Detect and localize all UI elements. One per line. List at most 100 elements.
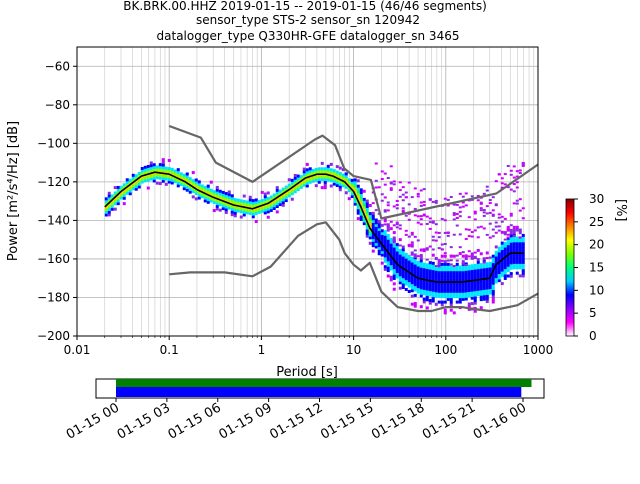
density-cell xyxy=(293,184,297,188)
density-cell xyxy=(440,270,444,274)
density-cell xyxy=(275,202,279,206)
density-cell xyxy=(398,275,402,279)
density-cell xyxy=(320,169,324,173)
density-cell xyxy=(290,181,294,185)
density-cell xyxy=(227,203,231,207)
density-cell xyxy=(404,282,408,286)
density-cell xyxy=(401,264,405,268)
density-cell xyxy=(407,235,411,238)
density-cell xyxy=(116,196,120,200)
density-cell xyxy=(344,185,348,189)
density-cell xyxy=(320,167,324,171)
density-cell xyxy=(296,177,300,181)
density-cell xyxy=(488,288,492,292)
density-cell xyxy=(473,309,477,313)
density-cell xyxy=(200,195,204,199)
density-cell xyxy=(206,200,210,204)
density-cell xyxy=(425,290,429,294)
density-cell xyxy=(428,301,432,305)
x-tick-label: 0.01 xyxy=(64,343,91,357)
density-cell xyxy=(416,285,420,289)
density-cell xyxy=(371,214,375,218)
density-cell xyxy=(185,177,189,181)
density-cell xyxy=(509,263,513,267)
density-cell xyxy=(377,233,381,237)
density-cell xyxy=(419,291,423,295)
density-cell xyxy=(188,177,192,181)
density-cell xyxy=(419,264,423,268)
density-cell xyxy=(503,173,507,176)
density-cell xyxy=(431,261,435,265)
density-cell xyxy=(323,169,327,173)
density-cell xyxy=(416,282,420,286)
density-cell xyxy=(437,284,441,288)
density-cell xyxy=(326,167,330,171)
density-cell xyxy=(356,192,360,196)
density-cell xyxy=(191,171,195,175)
density-cell xyxy=(443,219,447,222)
density-cell xyxy=(404,255,408,259)
density-cell xyxy=(497,262,501,266)
density-cell xyxy=(470,280,474,284)
density-cell xyxy=(518,231,522,235)
density-cell xyxy=(377,221,381,224)
density-cell xyxy=(476,268,480,272)
x-tick-label: 1 xyxy=(258,343,266,357)
density-cell xyxy=(293,187,297,191)
density-cell xyxy=(488,269,492,273)
density-cell xyxy=(200,192,204,196)
density-cell xyxy=(161,158,165,162)
density-cell xyxy=(290,184,294,188)
density-cell xyxy=(248,201,252,205)
density-cell xyxy=(500,241,504,245)
density-cell xyxy=(482,289,486,293)
density-cell xyxy=(269,208,273,212)
density-cell xyxy=(425,295,429,299)
density-cell xyxy=(464,254,468,258)
density-cell xyxy=(413,277,417,281)
density-cell xyxy=(488,272,492,276)
density-cell xyxy=(485,189,489,192)
density-cell xyxy=(197,191,201,195)
density-cell xyxy=(125,191,129,195)
density-cell xyxy=(410,275,414,279)
density-cell xyxy=(464,265,468,269)
density-cell xyxy=(452,203,456,206)
density-cell xyxy=(377,249,381,253)
density-cell xyxy=(479,202,483,205)
density-cell xyxy=(479,292,483,296)
density-cell xyxy=(521,164,525,167)
density-cell xyxy=(413,207,417,210)
density-cell xyxy=(425,247,429,250)
density-cell xyxy=(464,289,468,293)
density-cell xyxy=(467,305,471,309)
density-cell xyxy=(476,260,480,264)
density-cell xyxy=(416,290,420,294)
density-cell xyxy=(389,182,393,185)
density-cell xyxy=(266,204,270,208)
density-cell xyxy=(293,182,297,186)
density-cell xyxy=(464,204,468,207)
density-cell xyxy=(440,276,444,280)
density-cell xyxy=(428,274,432,278)
density-cell xyxy=(320,161,324,165)
density-cell xyxy=(395,264,399,268)
density-cell xyxy=(464,297,468,301)
density-cell xyxy=(242,199,246,203)
density-cell xyxy=(485,205,489,208)
density-cell xyxy=(494,256,498,260)
density-cell xyxy=(485,294,489,298)
density-cell xyxy=(104,213,108,217)
density-cell xyxy=(491,287,495,291)
density-cell xyxy=(239,207,243,211)
density-cell xyxy=(266,215,270,219)
density-cell xyxy=(209,196,213,200)
density-cell xyxy=(464,264,468,267)
density-cell xyxy=(146,175,150,179)
density-cell xyxy=(461,297,465,301)
density-cell xyxy=(419,278,423,282)
density-cell xyxy=(410,302,414,306)
density-cell xyxy=(476,199,480,202)
density-cell xyxy=(188,185,192,189)
density-cell xyxy=(503,263,507,267)
